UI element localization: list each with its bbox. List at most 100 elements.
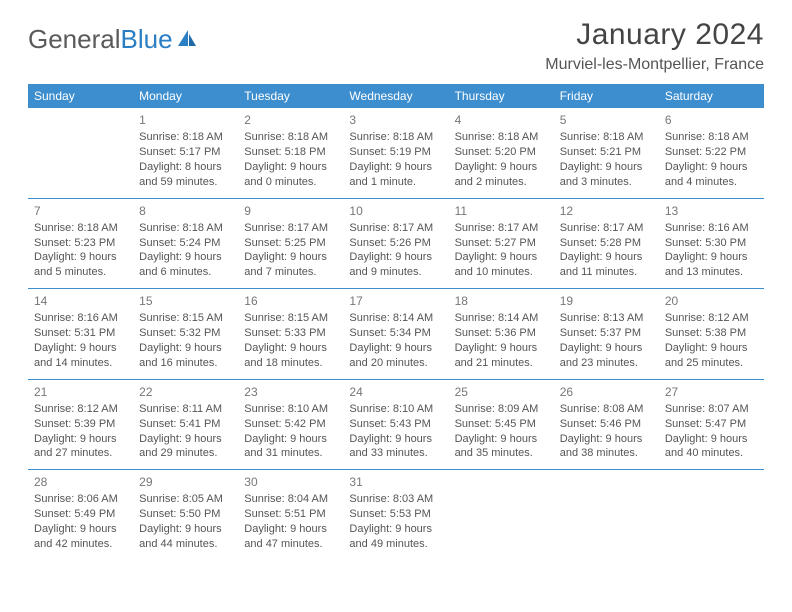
weekday-header: Thursday (449, 84, 554, 108)
day-detail-line: Sunset: 5:36 PM (455, 326, 548, 341)
day-detail-line: Sunset: 5:37 PM (560, 326, 653, 341)
day-number: 25 (455, 384, 548, 400)
day-detail-line: Sunrise: 8:15 AM (139, 311, 232, 326)
day-detail-line: Sunset: 5:32 PM (139, 326, 232, 341)
day-detail-line: and 13 minutes. (665, 265, 758, 280)
day-number: 3 (349, 112, 442, 128)
calendar-cell: 16Sunrise: 8:15 AMSunset: 5:33 PMDayligh… (238, 289, 343, 380)
calendar-cell: 11Sunrise: 8:17 AMSunset: 5:27 PMDayligh… (449, 198, 554, 289)
calendar-row: 1Sunrise: 8:18 AMSunset: 5:17 PMDaylight… (28, 108, 764, 198)
day-number: 18 (455, 293, 548, 309)
day-detail-line: and 25 minutes. (665, 356, 758, 371)
day-detail-line: Sunrise: 8:03 AM (349, 492, 442, 507)
day-detail-line: Sunrise: 8:15 AM (244, 311, 337, 326)
day-number: 4 (455, 112, 548, 128)
calendar-cell (554, 470, 659, 560)
day-detail-line: and 9 minutes. (349, 265, 442, 280)
day-detail-line: Sunrise: 8:10 AM (244, 402, 337, 417)
header: GeneralBlue January 2024 Murviel-les-Mon… (28, 18, 764, 74)
day-detail-line: Sunset: 5:20 PM (455, 145, 548, 160)
calendar-cell: 21Sunrise: 8:12 AMSunset: 5:39 PMDayligh… (28, 379, 133, 470)
title-block: January 2024 Murviel-les-Montpellier, Fr… (545, 18, 764, 74)
day-detail-line: Sunset: 5:30 PM (665, 236, 758, 251)
day-detail-line: Sunrise: 8:13 AM (560, 311, 653, 326)
day-detail-line: and 5 minutes. (34, 265, 127, 280)
day-detail-line: Daylight: 9 hours (244, 160, 337, 175)
calendar-cell: 2Sunrise: 8:18 AMSunset: 5:18 PMDaylight… (238, 108, 343, 198)
day-detail-line: Daylight: 9 hours (455, 160, 548, 175)
calendar-cell: 20Sunrise: 8:12 AMSunset: 5:38 PMDayligh… (659, 289, 764, 380)
day-detail-line: Sunrise: 8:08 AM (560, 402, 653, 417)
day-detail-line: Sunset: 5:50 PM (139, 507, 232, 522)
calendar-cell: 1Sunrise: 8:18 AMSunset: 5:17 PMDaylight… (133, 108, 238, 198)
day-detail-line: and 44 minutes. (139, 537, 232, 552)
day-detail-line: Sunrise: 8:18 AM (34, 221, 127, 236)
day-number: 10 (349, 203, 442, 219)
calendar-cell: 6Sunrise: 8:18 AMSunset: 5:22 PMDaylight… (659, 108, 764, 198)
day-detail-line: Sunrise: 8:12 AM (665, 311, 758, 326)
day-number: 9 (244, 203, 337, 219)
calendar-cell: 15Sunrise: 8:15 AMSunset: 5:32 PMDayligh… (133, 289, 238, 380)
day-detail-line: Sunrise: 8:18 AM (139, 130, 232, 145)
calendar-cell: 9Sunrise: 8:17 AMSunset: 5:25 PMDaylight… (238, 198, 343, 289)
calendar-cell: 25Sunrise: 8:09 AMSunset: 5:45 PMDayligh… (449, 379, 554, 470)
day-detail-line: Daylight: 9 hours (560, 160, 653, 175)
day-detail-line: Daylight: 9 hours (139, 432, 232, 447)
day-number: 17 (349, 293, 442, 309)
day-number: 22 (139, 384, 232, 400)
weekday-header: Saturday (659, 84, 764, 108)
day-number: 12 (560, 203, 653, 219)
day-detail-line: Sunset: 5:34 PM (349, 326, 442, 341)
day-detail-line: Sunrise: 8:06 AM (34, 492, 127, 507)
calendar-cell: 23Sunrise: 8:10 AMSunset: 5:42 PMDayligh… (238, 379, 343, 470)
day-detail-line: Sunset: 5:31 PM (34, 326, 127, 341)
logo-text-blue: Blue (121, 24, 173, 55)
day-detail-line: Sunset: 5:43 PM (349, 417, 442, 432)
calendar-cell: 30 Sunrise: 8:04 AMSunset: 5:51 PMDayligh… (238, 470, 343, 560)
day-detail-line: Sunset: 5:28 PM (560, 236, 653, 251)
day-detail-line: Sunrise: 8:10 AM (349, 402, 442, 417)
weekday-header: Monday (133, 84, 238, 108)
day-number: 29 (139, 474, 232, 490)
calendar-body: 1Sunrise: 8:18 AMSunset: 5:17 PMDaylight… (28, 108, 764, 560)
calendar-cell: 5Sunrise: 8:18 AMSunset: 5:21 PMDaylight… (554, 108, 659, 198)
day-detail-line: Daylight: 9 hours (455, 341, 548, 356)
day-number: 27 (665, 384, 758, 400)
day-detail-line: Sunrise: 8:04 AM (244, 492, 337, 507)
calendar-cell: 18 Sunrise: 8:14 AMSunset: 5:36 PMDayligh… (449, 289, 554, 380)
day-detail-line: Sunrise: 8:16 AM (34, 311, 127, 326)
day-detail-line: Daylight: 9 hours (244, 341, 337, 356)
day-detail-line: Sunset: 5:38 PM (665, 326, 758, 341)
day-detail-line: Daylight: 9 hours (139, 341, 232, 356)
day-detail-line: Daylight: 9 hours (34, 250, 127, 265)
day-detail-line: Daylight: 9 hours (34, 522, 127, 537)
day-detail-line: and 14 minutes. (34, 356, 127, 371)
day-detail-line: Daylight: 9 hours (244, 522, 337, 537)
day-detail-line: Sunrise: 8:05 AM (139, 492, 232, 507)
day-number: 2 (244, 112, 337, 128)
calendar-cell (449, 470, 554, 560)
calendar-header-row: SundayMondayTuesdayWednesdayThursdayFrid… (28, 84, 764, 108)
day-detail-line: Sunset: 5:51 PM (244, 507, 337, 522)
day-detail-line: Sunrise: 8:18 AM (139, 221, 232, 236)
day-detail-line: Sunrise: 8:11 AM (139, 402, 232, 417)
logo: GeneralBlue (28, 18, 198, 55)
day-detail-line: Sunrise: 8:18 AM (560, 130, 653, 145)
day-detail-line: Sunrise: 8:14 AM (455, 311, 548, 326)
day-number: 14 (34, 293, 127, 309)
day-detail-line: Sunset: 5:47 PM (665, 417, 758, 432)
day-detail-line: and 49 minutes. (349, 537, 442, 552)
day-detail-line: and 2 minutes. (455, 175, 548, 190)
day-number: 28 (34, 474, 127, 490)
day-detail-line: Daylight: 9 hours (244, 432, 337, 447)
day-number: 5 (560, 112, 653, 128)
logo-sail-icon (176, 24, 198, 55)
calendar-cell: 31Sunrise: 8:03 AMSunset: 5:53 PMDayligh… (343, 470, 448, 560)
weekday-header: Tuesday (238, 84, 343, 108)
day-detail-line: Sunset: 5:23 PM (34, 236, 127, 251)
day-number: 30 (244, 474, 337, 490)
calendar-cell: 22Sunrise: 8:11 AMSunset: 5:41 PMDayligh… (133, 379, 238, 470)
day-detail-line: Sunset: 5:25 PM (244, 236, 337, 251)
calendar-table: SundayMondayTuesdayWednesdayThursdayFrid… (28, 84, 764, 560)
calendar-cell: 10Sunrise: 8:17 AMSunset: 5:26 PMDayligh… (343, 198, 448, 289)
